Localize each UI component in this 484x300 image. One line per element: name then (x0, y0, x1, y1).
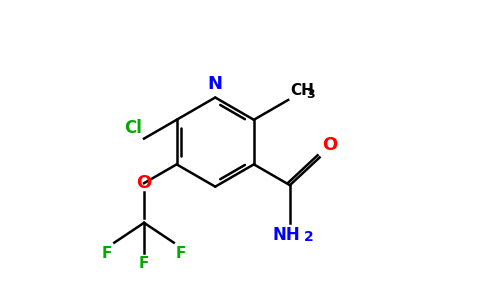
Text: 3: 3 (306, 88, 315, 101)
Text: N: N (208, 74, 223, 92)
Text: CH: CH (290, 83, 314, 98)
Text: NH: NH (272, 226, 300, 244)
Text: O: O (323, 136, 338, 154)
Text: F: F (102, 246, 112, 261)
Text: 2: 2 (304, 230, 314, 244)
Text: Cl: Cl (124, 118, 142, 136)
Text: F: F (176, 246, 186, 261)
Text: O: O (136, 174, 151, 192)
Text: F: F (139, 256, 149, 271)
